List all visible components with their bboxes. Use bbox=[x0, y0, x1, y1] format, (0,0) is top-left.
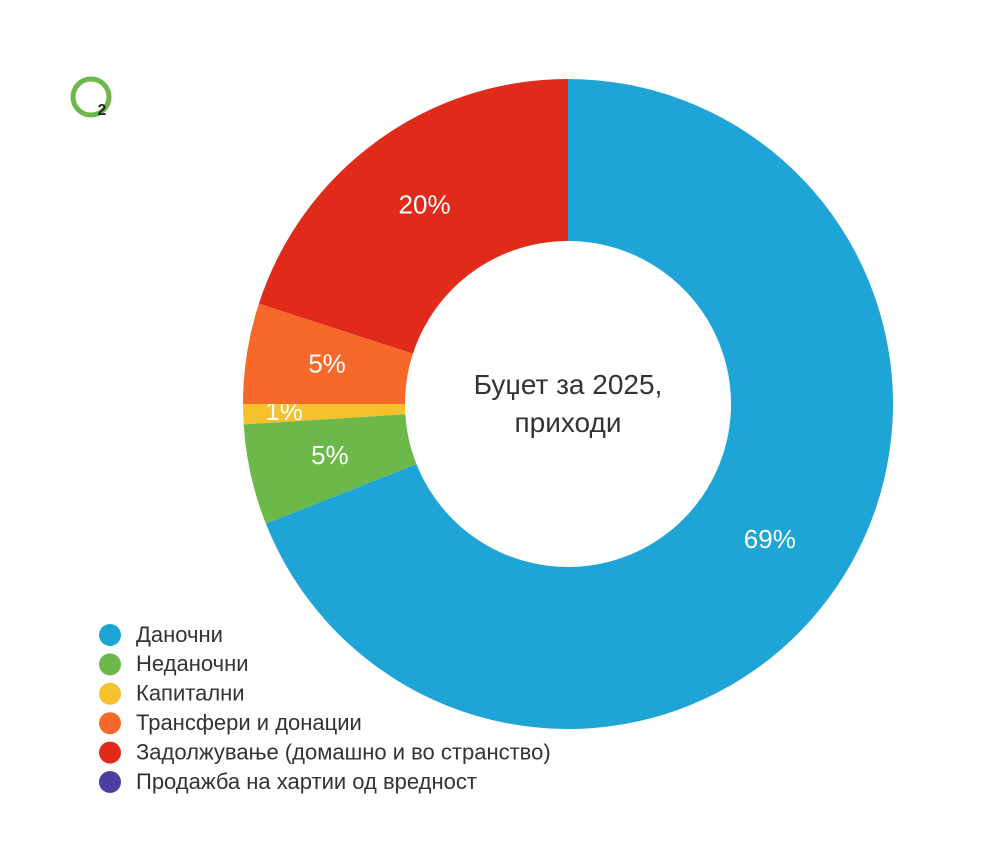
donut-slice bbox=[265, 79, 893, 729]
slice-label: 69% bbox=[744, 524, 796, 554]
legend-label: Задолжување (домашно и во странство) bbox=[136, 739, 551, 764]
slice-label: 5% bbox=[311, 440, 349, 470]
donut-slice bbox=[243, 414, 417, 524]
donut-slice bbox=[258, 79, 568, 354]
legend-label: Трансфери и донации bbox=[136, 710, 362, 735]
donut-slice bbox=[243, 404, 406, 425]
logo-ring bbox=[70, 76, 112, 118]
legend-label: Неданочни bbox=[136, 651, 249, 676]
donut-slice bbox=[243, 303, 413, 404]
slice-label: 5% bbox=[308, 349, 346, 379]
legend-label: Продажба на хартии од вредност bbox=[136, 769, 477, 794]
legend-marker bbox=[99, 741, 121, 764]
logo-text: 2 bbox=[98, 102, 107, 119]
legend-marker bbox=[99, 653, 121, 676]
legend-marker bbox=[99, 624, 121, 646]
legend-label: Капитални bbox=[136, 681, 245, 706]
chart-title: Буџет за 2025, приходи bbox=[473, 369, 663, 438]
slice-label: 20% bbox=[399, 189, 451, 219]
legend-label: Даночни bbox=[136, 622, 223, 647]
legend-marker bbox=[99, 682, 121, 705]
legend-marker bbox=[99, 712, 121, 735]
legend-marker bbox=[99, 771, 121, 793]
